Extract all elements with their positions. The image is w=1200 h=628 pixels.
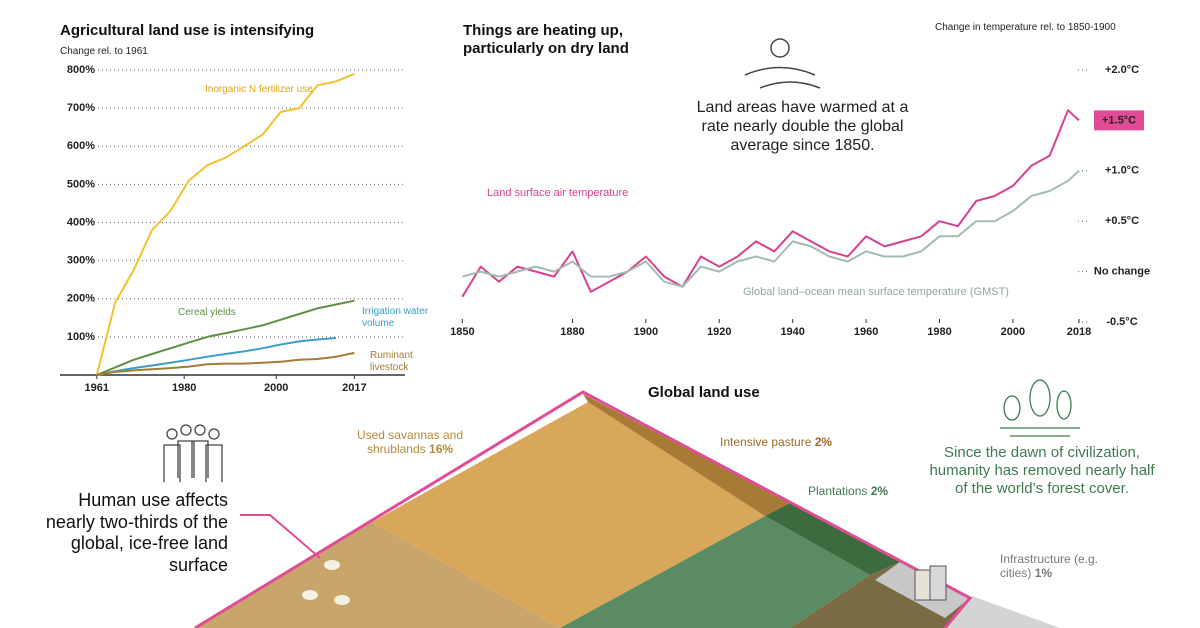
x-tick-label: 1920 xyxy=(707,326,731,338)
callout-label: +1.5°C xyxy=(1102,114,1136,126)
y-tick-label: 500% xyxy=(67,178,95,190)
section-title: Global land use xyxy=(648,384,760,401)
land-label-text: Plantations xyxy=(808,484,868,498)
chart-title: Things are heating up, particularly on d… xyxy=(463,22,629,57)
headline: Human use affects nearly two-thirds of t… xyxy=(45,490,228,575)
x-tick-label: 1850 xyxy=(450,326,474,338)
forest-icon xyxy=(1000,379,1080,437)
series-label: Irrigation water volume xyxy=(362,306,429,329)
sun-icon xyxy=(770,38,790,58)
x-tick-label: 1960 xyxy=(854,326,878,338)
savanna-field xyxy=(195,522,560,628)
y-tick-label: +1.0°C xyxy=(1105,165,1139,177)
sheep xyxy=(302,590,318,600)
y-axis-label: Change in temperature rel. to 1850-1900 xyxy=(935,22,1116,33)
land-label-text: Used savannas and shrublands xyxy=(356,428,464,457)
road-strip xyxy=(945,596,1060,628)
series-line xyxy=(95,72,355,376)
series-label: Land surface air temperature xyxy=(487,187,629,199)
x-tick-label: 1980 xyxy=(927,326,951,338)
series-line xyxy=(461,109,1080,298)
x-tick-label: 2000 xyxy=(264,382,288,394)
y-tick-label: 700% xyxy=(67,102,95,114)
chart-title: Agricultural land use is intensifying xyxy=(60,22,315,39)
crop-field xyxy=(372,402,765,628)
hills-icon xyxy=(744,66,821,89)
y-tick-label: 300% xyxy=(67,255,95,267)
y-tick-label: -0.5°C xyxy=(1106,316,1137,328)
annotation: Land areas have warmed at a rate nearly … xyxy=(696,99,909,155)
x-tick-label: 1961 xyxy=(85,382,109,394)
grass-field xyxy=(560,516,870,628)
x-tick-label: 2000 xyxy=(1001,326,1025,338)
forest-note: Since the dawn of civilization, humanity… xyxy=(929,444,1155,497)
x-tick-label: 1900 xyxy=(634,326,658,338)
y-tick-label: No change xyxy=(1094,266,1150,278)
callout-box xyxy=(1094,110,1144,131)
series-line xyxy=(462,170,1080,288)
y-tick-label: 800% xyxy=(67,64,95,76)
series-line xyxy=(96,351,355,376)
y-tick-label: +2.0°C xyxy=(1105,64,1139,76)
series-label: Inorganic N fertilizer use xyxy=(205,84,313,95)
land-label: Plantations 2% xyxy=(808,484,888,498)
x-tick-label: 1940 xyxy=(780,326,804,338)
x-tick-label: 1880 xyxy=(560,326,584,338)
land-share: 16% xyxy=(429,442,454,457)
sheep xyxy=(334,595,350,605)
x-tick-label: 2017 xyxy=(342,382,366,394)
y-tick-label: +0.5°C xyxy=(1105,215,1139,227)
series-label: Cereal yields xyxy=(178,307,236,318)
series-label: Ruminant livestock xyxy=(370,350,413,373)
series-line xyxy=(96,299,355,376)
callout-line xyxy=(240,514,321,559)
sheep xyxy=(324,560,340,570)
land-label: Intensive pasture 2% xyxy=(720,435,832,449)
y-axis-label: Change rel. to 1961 xyxy=(60,46,148,57)
building xyxy=(929,565,947,601)
land-label-text: Infrastructure (e.g. cities) xyxy=(1000,552,1099,581)
land-label-text: Intensive pasture xyxy=(720,435,812,449)
land-share: 1% xyxy=(1034,566,1053,581)
land-outline xyxy=(194,390,973,628)
building xyxy=(914,569,932,601)
y-tick-label: 200% xyxy=(67,293,95,305)
land-label: Infrastructure (e.g. cities) 1% xyxy=(1000,552,1100,581)
land-share: 2% xyxy=(814,435,833,449)
x-tick-label: 2018 xyxy=(1067,326,1091,338)
plantation-field xyxy=(765,503,900,575)
people-icon xyxy=(163,424,223,482)
series-label: Global land–ocean mean surface temperatu… xyxy=(743,286,1009,298)
series-line xyxy=(96,337,337,376)
x-tick-label: 1980 xyxy=(172,382,196,394)
y-tick-label: 100% xyxy=(67,331,95,343)
land-share: 2% xyxy=(870,484,889,498)
y-tick-label: 400% xyxy=(67,216,95,228)
land-label: Used savannas and shrublands 16% xyxy=(335,428,485,457)
y-tick-label: 600% xyxy=(67,140,95,152)
pasture-strip xyxy=(583,394,790,516)
